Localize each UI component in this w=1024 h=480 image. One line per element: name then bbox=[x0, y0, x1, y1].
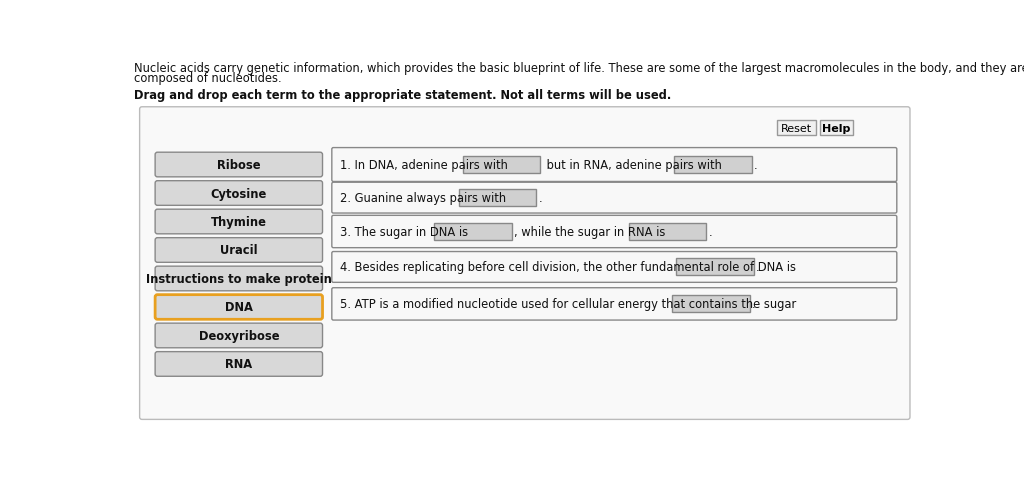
Text: Deoxyribose: Deoxyribose bbox=[199, 329, 280, 342]
Bar bbox=[820, 120, 853, 136]
Text: 4. Besides replicating before cell division, the other fundamental role of DNA i: 4. Besides replicating before cell divis… bbox=[340, 261, 799, 274]
FancyBboxPatch shape bbox=[155, 210, 323, 234]
Bar bbox=[463, 157, 541, 174]
Bar bbox=[434, 224, 512, 240]
Text: but in RNA, adenine pairs with: but in RNA, adenine pairs with bbox=[543, 159, 725, 172]
Text: Instructions to make protein: Instructions to make protein bbox=[145, 273, 332, 286]
FancyBboxPatch shape bbox=[139, 108, 910, 420]
FancyBboxPatch shape bbox=[155, 181, 323, 206]
Text: RNA: RNA bbox=[225, 358, 252, 371]
Text: Reset: Reset bbox=[781, 123, 812, 133]
Text: Drag and drop each term to the appropriate statement. Not all terms will be used: Drag and drop each term to the appropria… bbox=[134, 88, 672, 101]
Text: .: . bbox=[754, 159, 758, 172]
FancyBboxPatch shape bbox=[155, 352, 323, 376]
Text: , while the sugar in RNA is: , while the sugar in RNA is bbox=[514, 226, 669, 239]
Text: 5. ATP is a modified nucleotide used for cellular energy that contains the sugar: 5. ATP is a modified nucleotide used for… bbox=[340, 298, 800, 311]
FancyBboxPatch shape bbox=[332, 252, 897, 283]
Text: Uracil: Uracil bbox=[220, 244, 258, 257]
Text: DNA: DNA bbox=[225, 301, 253, 314]
Text: composed of nucleotides.: composed of nucleotides. bbox=[134, 72, 282, 85]
FancyBboxPatch shape bbox=[332, 183, 897, 214]
Text: 3. The sugar in DNA is: 3. The sugar in DNA is bbox=[340, 226, 471, 239]
Bar bbox=[777, 120, 816, 136]
FancyBboxPatch shape bbox=[155, 153, 323, 178]
FancyBboxPatch shape bbox=[155, 266, 323, 291]
Text: 2. Guanine always pairs with: 2. Guanine always pairs with bbox=[340, 192, 509, 204]
Bar bbox=[673, 296, 750, 312]
Text: .: . bbox=[709, 226, 713, 239]
Text: .: . bbox=[756, 261, 760, 274]
Text: 1. In DNA, adenine pairs with: 1. In DNA, adenine pairs with bbox=[340, 159, 511, 172]
Text: Ribose: Ribose bbox=[217, 159, 260, 172]
Text: Help: Help bbox=[822, 123, 851, 133]
Bar bbox=[459, 190, 537, 207]
Bar bbox=[629, 224, 707, 240]
Bar bbox=[674, 157, 752, 174]
FancyBboxPatch shape bbox=[332, 148, 897, 182]
Text: Thymine: Thymine bbox=[211, 216, 267, 228]
FancyBboxPatch shape bbox=[155, 295, 323, 320]
FancyBboxPatch shape bbox=[332, 216, 897, 248]
Text: .: . bbox=[539, 192, 542, 204]
Text: .: . bbox=[752, 298, 756, 311]
Bar bbox=[677, 259, 754, 276]
FancyBboxPatch shape bbox=[155, 238, 323, 263]
FancyBboxPatch shape bbox=[332, 288, 897, 320]
FancyBboxPatch shape bbox=[155, 324, 323, 348]
Text: Nucleic acids carry genetic information, which provides the basic blueprint of l: Nucleic acids carry genetic information,… bbox=[134, 61, 1024, 74]
Text: Cytosine: Cytosine bbox=[211, 187, 267, 200]
